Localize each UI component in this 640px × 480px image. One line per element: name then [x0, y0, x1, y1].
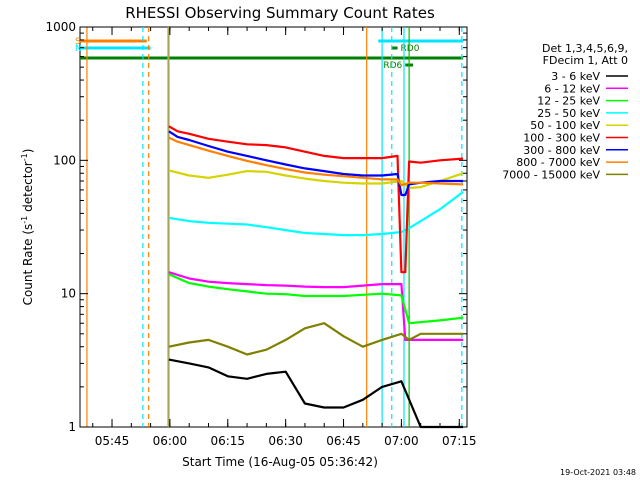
series-line — [168, 358, 464, 429]
y-tick-label: 100 — [53, 153, 76, 167]
flag-label: S — [75, 37, 81, 47]
legend-entry-label: 50 - 100 keV — [530, 119, 600, 132]
event-lines — [86, 27, 463, 427]
series-line — [168, 322, 464, 356]
legend-entry-label: 3 - 6 keV — [551, 70, 600, 83]
chart-title: RHESSI Observing Summary Count Rates — [125, 4, 435, 22]
legend-entry-label: 25 - 50 keV — [537, 107, 600, 120]
flag-label: RD0 — [401, 44, 420, 54]
legend: Det 1,3,4,5,6,9,FDecim 1, Att 0 3 - 6 keV… — [502, 42, 628, 181]
legend-entry-label: 6 - 12 keV — [544, 82, 600, 95]
timestamp: 19-Oct-2021 03:48 — [560, 468, 636, 477]
x-tick-label: 06:30 — [268, 434, 303, 448]
series-line — [168, 191, 464, 237]
series-line — [168, 273, 464, 325]
x-tick-label: 07:15 — [442, 434, 477, 448]
legend-entry-label: 12 - 25 keV — [537, 95, 600, 108]
series-line — [168, 130, 464, 197]
x-tick-label: 05:45 — [95, 434, 130, 448]
plot-frame — [79, 26, 468, 428]
y-axis-label: Count Rate (s-1 detector-1) — [20, 149, 35, 306]
y-tick-label: 1 — [68, 420, 76, 434]
series-line — [168, 169, 464, 190]
y-tick-label: 10 — [61, 287, 76, 301]
series-lines — [168, 125, 464, 429]
series-line — [168, 136, 464, 187]
x-tick-label: 06:45 — [326, 434, 361, 448]
x-tick-label: 06:00 — [153, 434, 188, 448]
x-axis-label: Start Time (16-Aug-05 05:36:42) — [182, 455, 378, 469]
series-line — [168, 271, 464, 341]
series-line — [168, 125, 464, 274]
flag-label: RD6 — [383, 61, 402, 71]
legend-entry-label: 100 - 300 keV — [523, 132, 600, 145]
legend-entry-label: 800 - 7000 keV — [516, 156, 600, 169]
legend-header: Det 1,3,4,5,6,9, — [542, 42, 628, 55]
x-axis: 05:45 06:00 06:15 06:30 06:45 07:00 07:15 — [92, 27, 477, 448]
y-axis: 1 10 100 1000 — [45, 20, 467, 434]
x-tick-label: 06:15 — [210, 434, 245, 448]
legend-entry-label: 7000 - 15000 keV — [502, 168, 600, 181]
flag-label: N — [75, 44, 82, 54]
y-tick-label: 1000 — [45, 20, 76, 34]
attenuator-flags: SN RD0 RD6 — [75, 37, 464, 71]
x-tick-label: 07:00 — [384, 434, 419, 448]
legend-entry-label: 300 - 800 keV — [523, 144, 600, 157]
legend-header: FDecim 1, Att 0 — [543, 54, 628, 67]
